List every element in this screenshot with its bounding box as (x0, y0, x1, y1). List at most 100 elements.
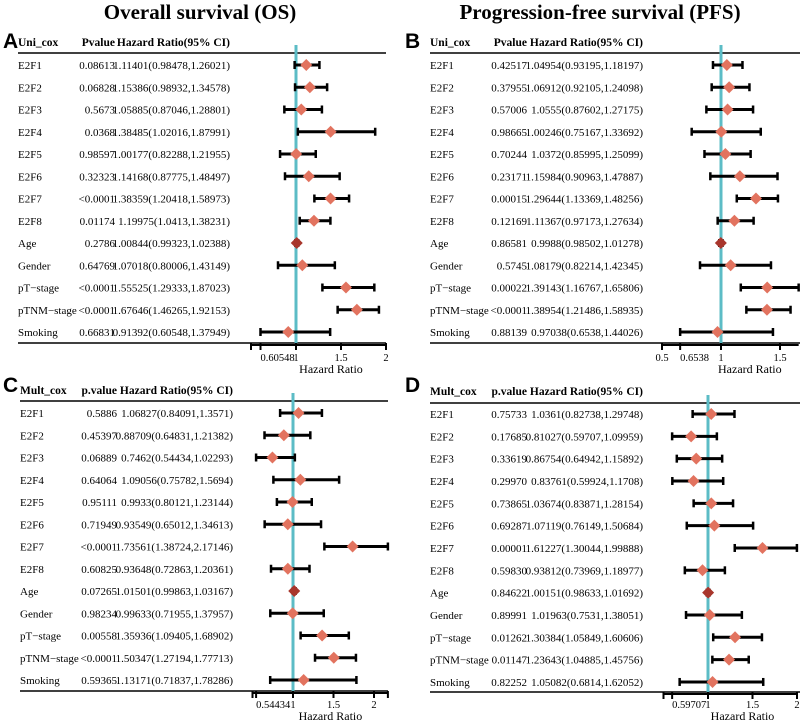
row-variable: pTNM−stage (430, 655, 489, 667)
row-hazard-ratio-text: 1.0555(0.87602,1.27175) (531, 105, 643, 117)
hazard-ratio-diamond (708, 519, 721, 532)
row-pvalue: 0.73865 (491, 498, 527, 510)
row-hazard-ratio-text: 1.0361(0.82738,1.29748) (531, 409, 643, 421)
row-pvalue: <0.0001 (79, 305, 115, 317)
row-pvalue: 0.89991 (491, 610, 527, 622)
panel-letter: B (405, 30, 420, 53)
row-hazard-ratio-text: 0.93549(0.65012,1.34613) (116, 519, 234, 531)
row-pvalue: 0.59830 (491, 565, 527, 577)
column-header-hazard-ratio: Hazard Ratio(95% CI) (530, 37, 643, 49)
hazard-ratio-diamond (302, 170, 315, 183)
row-hazard-ratio-text: 1.07119(0.76149,1.50684) (526, 521, 643, 533)
row-variable: E2F4 (430, 476, 454, 488)
row-variable: E2F2 (430, 431, 454, 443)
row-hazard-ratio-text: 1.05082(0.6814,1.62052) (531, 677, 643, 689)
row-hazard-ratio-text: 1.73561(1.38724,2.17146) (116, 542, 234, 554)
row-pvalue: 0.0368 (85, 127, 116, 139)
hazard-ratio-diamond (705, 497, 718, 510)
x-axis-label: Hazard Ratio (299, 362, 363, 376)
row-pvalue: 0.29970 (491, 476, 527, 488)
hazard-ratio-diamond (300, 59, 313, 71)
x-axis-label: Hazard Ratio (718, 362, 782, 376)
row-hazard-ratio-text: 1.03674(0.83871,1.28154) (526, 498, 644, 510)
hazard-ratio-diamond (286, 607, 299, 620)
row-pvalue: 0.45397 (81, 430, 117, 442)
row-variable: E2F7 (430, 194, 454, 206)
row-pvalue: 0.32323 (79, 171, 115, 183)
hazard-ratio-diamond (685, 430, 698, 443)
row-hazard-ratio-text: 1.67646(1.46265,1.92153) (113, 305, 231, 317)
row-pvalue: 0.82252 (491, 677, 527, 689)
hazard-ratio-diamond (296, 259, 309, 272)
hazard-ratio-diamond (723, 81, 736, 94)
hazard-ratio-diamond (290, 237, 303, 249)
x-tick-label: 2 (383, 353, 388, 364)
x-tick-label: 0.5 (655, 353, 668, 364)
row-variable: E2F3 (18, 105, 42, 117)
row-pvalue: 0.00558 (81, 631, 117, 643)
row-pvalue: 0.95111 (82, 497, 117, 509)
row-variable: E2F1 (430, 409, 454, 421)
panel-letter: A (3, 30, 18, 53)
row-variable: E2F1 (430, 60, 454, 72)
hazard-ratio-diamond (715, 125, 728, 138)
row-pvalue: 0.98665 (491, 127, 527, 139)
hazard-ratio-diamond (307, 214, 320, 227)
row-pvalue: 0.06828 (79, 82, 115, 94)
row-variable: pT−stage (430, 283, 471, 295)
row-hazard-ratio-text: 1.39143(1.16767,1.65806) (526, 283, 644, 295)
panel-letter: C (3, 374, 18, 397)
hazard-ratio-diamond (316, 629, 329, 642)
row-pvalue: 0.59365 (81, 675, 117, 687)
row-pvalue: 0.08613 (79, 60, 115, 72)
row-variable: E2F3 (430, 454, 454, 466)
x-tick-label: 2 (794, 700, 799, 711)
column-header-hazard-ratio: Hazard Ratio(95% CI) (117, 37, 230, 49)
row-hazard-ratio-text: 0.91392(0.60548,1.37949) (113, 327, 231, 339)
row-pvalue: 0.69287 (491, 521, 527, 533)
row-variable: E2F3 (20, 453, 44, 465)
row-pvalue: 0.70244 (491, 149, 527, 161)
hazard-ratio-diamond (295, 103, 308, 116)
row-hazard-ratio-text: 1.61227(1.30044,1.99888) (526, 543, 644, 555)
x-tick-label: 1 (293, 353, 298, 364)
row-variable: E2F3 (430, 105, 454, 117)
row-pvalue: <0.0001 (81, 542, 117, 554)
column-header-pvalue: Pvalue (82, 37, 115, 49)
row-hazard-ratio-text: 1.19975(1.0413,1.38231) (118, 216, 230, 228)
row-pvalue: 0.88139 (491, 327, 527, 339)
hazard-ratio-diamond (720, 59, 733, 71)
hazard-ratio-diamond (724, 259, 737, 272)
x-tick-label: 2 (371, 700, 376, 711)
row-variable: Smoking (18, 327, 58, 339)
row-variable: pT−stage (18, 283, 59, 295)
row-hazard-ratio-text: 1.00246(0.75167,1.33692) (526, 127, 644, 139)
row-variable: pT−stage (430, 632, 471, 644)
row-variable: E2F7 (18, 194, 42, 206)
row-hazard-ratio-text: 1.09056(0.75782,1.5694) (121, 475, 233, 487)
row-variable: pTNM−stage (430, 305, 489, 317)
row-variable: pT−stage (20, 631, 61, 643)
hazard-ratio-diamond (760, 303, 773, 316)
hazard-ratio-diamond (687, 474, 700, 487)
row-pvalue: <0.0001 (491, 305, 527, 317)
row-hazard-ratio-text: 1.06827(0.84091,1.3571) (121, 408, 233, 420)
row-hazard-ratio-text: 1.23643(1.04885,1.45756) (526, 655, 644, 667)
row-hazard-ratio-text: 1.29644(1.13369,1.48256) (526, 194, 644, 206)
row-variable: Smoking (430, 677, 470, 689)
row-hazard-ratio-text: 1.50347(1.27194,1.77713) (116, 653, 234, 665)
row-hazard-ratio-text: 1.38485(1.02016,1.87991) (113, 127, 231, 139)
row-variable: Smoking (430, 327, 470, 339)
row-pvalue: 0.84622 (491, 588, 527, 600)
row-variable: E2F5 (430, 498, 454, 510)
column-header-hazard-ratio: Hazard Ratio(95% CI) (120, 385, 233, 397)
x-tick-label: 0.60548 (260, 353, 294, 364)
hazard-ratio-diamond (277, 429, 290, 442)
row-hazard-ratio-text: 0.86754(0.64942,1.15892) (526, 454, 644, 466)
row-hazard-ratio-text: 1.00151(0.98633,1.01692) (526, 588, 644, 600)
hazard-ratio-diamond (282, 326, 295, 338)
row-hazard-ratio-text: 1.0372(0.85995,1.25099) (531, 149, 643, 161)
row-pvalue: 0.37955 (491, 82, 527, 94)
row-variable: E2F1 (20, 408, 44, 420)
